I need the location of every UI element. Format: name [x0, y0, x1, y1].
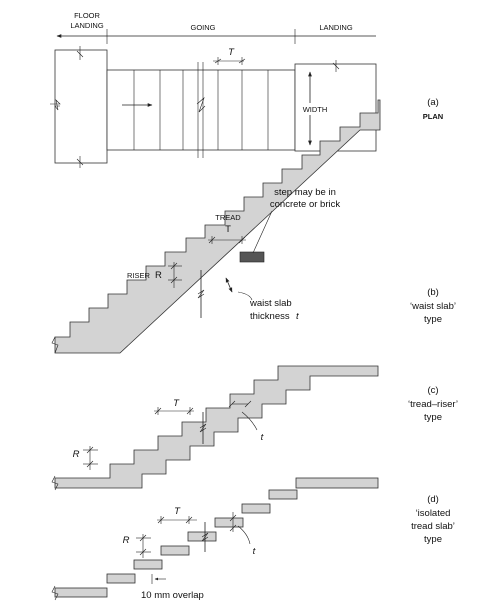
plan-t-label: T	[228, 47, 235, 58]
tread-t-label: T	[225, 224, 231, 235]
caption-d-line2: tread slab’	[411, 521, 455, 532]
isolated-treads	[54, 477, 379, 598]
caption-d-letter: (d)	[427, 494, 439, 505]
floor-landing-label-2: LANDING	[70, 21, 104, 30]
caption-d-line3: type	[424, 534, 442, 545]
break-mark	[332, 60, 340, 72]
caption-d-line1: ‘isolated	[416, 508, 451, 519]
break-mark	[51, 336, 59, 354]
tread-riser-shape	[54, 365, 379, 489]
t-leader	[237, 525, 251, 545]
caption-c-letter: (c)	[427, 385, 438, 396]
waist-thickness-arrow	[225, 277, 233, 293]
break-mark	[196, 97, 206, 113]
waist-note-2: thickness	[250, 311, 290, 322]
tread-slab	[106, 573, 136, 584]
step-note-1: step may be in	[274, 187, 336, 198]
waist-note-t: t	[296, 311, 299, 322]
caption-a-text: PLAN	[423, 112, 443, 121]
c-t-label: T	[173, 398, 180, 409]
landing-label: LANDING	[319, 23, 353, 32]
isolated-tread-section: T R t 10 mm overlap (d) ‘isolated tread …	[51, 477, 455, 601]
waist-note-1: waist slab	[249, 298, 292, 309]
tread-lines	[133, 62, 269, 158]
break-mark	[51, 475, 59, 491]
caption-a-letter: (a)	[427, 97, 439, 108]
break-mark	[50, 99, 61, 111]
break-mark	[76, 46, 84, 60]
caption-b-letter: (b)	[427, 287, 439, 298]
caption-c-line2: type	[424, 412, 442, 423]
tread-slab	[241, 503, 271, 514]
waist-slab-section: TREAD T step may be in concrete or brick…	[51, 99, 456, 354]
c-thick-label: t	[261, 432, 264, 443]
break-mark	[76, 156, 84, 168]
floor-landing-box	[54, 49, 108, 164]
riser-label: RISER	[127, 271, 151, 280]
width-label: WIDTH	[303, 105, 328, 114]
tread-slab	[268, 489, 298, 500]
tread-slab	[133, 559, 163, 570]
tread-slab	[54, 587, 108, 598]
waist-note-leader	[237, 291, 253, 301]
tread-riser-section: T R t (c) ‘tread–riser’ type	[51, 365, 458, 491]
riser-r-label: R	[155, 270, 162, 281]
d-thick-label: t	[253, 546, 256, 557]
break-mark	[51, 585, 59, 601]
brick-step	[239, 251, 265, 263]
caption-b-line2: type	[424, 314, 442, 325]
going-label: GOING	[190, 23, 215, 32]
break-mark	[197, 289, 205, 299]
tread-slab	[187, 531, 217, 542]
caption-c-line1: ‘tread–riser’	[408, 399, 458, 410]
break-mark	[201, 532, 209, 542]
step-note-2: concrete or brick	[270, 199, 340, 210]
plan-view: FLOOR LANDING GOING LANDING	[50, 11, 443, 168]
d-t-label: T	[174, 506, 181, 517]
floor-landing-label: FLOOR	[74, 11, 100, 20]
waist-slab-shape	[54, 99, 381, 354]
landing-slab	[295, 477, 379, 489]
tread-slab	[214, 517, 244, 528]
stair-flight-plan	[106, 69, 296, 151]
overlap-note: 10 mm overlap	[141, 590, 204, 601]
break-mark	[199, 423, 207, 433]
t-leader	[241, 411, 258, 431]
tread-slab	[160, 545, 190, 556]
caption-b-line1: ‘waist slab’	[410, 301, 456, 312]
c-r-label: R	[73, 449, 80, 460]
step-note-leader	[252, 210, 273, 254]
d-r-label: R	[123, 535, 130, 546]
tread-label: TREAD	[215, 213, 241, 222]
